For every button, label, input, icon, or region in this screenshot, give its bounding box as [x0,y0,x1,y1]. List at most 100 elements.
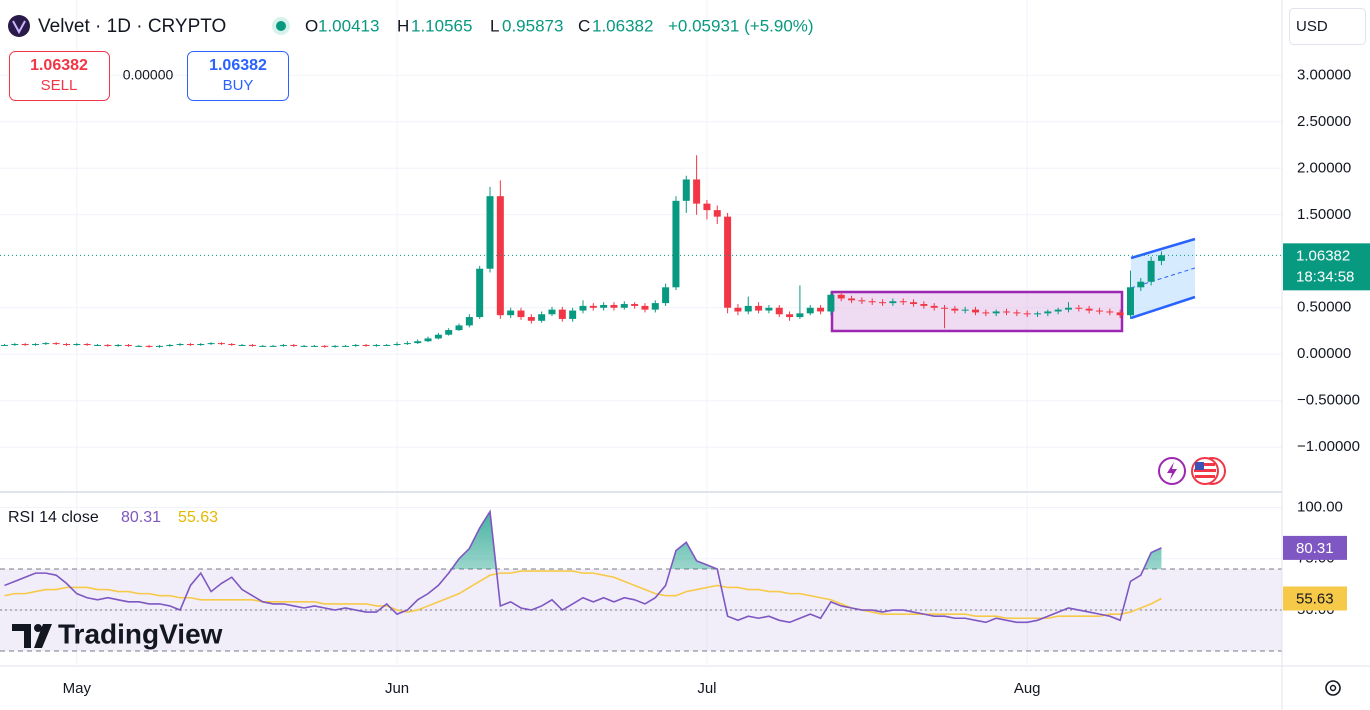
candle-body [310,345,318,347]
channel-bottom[interactable] [1130,295,1196,320]
symbol-logo-mark [12,20,26,35]
candle-body [300,345,308,347]
symbol-title[interactable]: Velvet · 1D · CRYPTO [38,16,226,37]
tv-logo [12,624,52,648]
x-tick-label: Jun [385,680,409,697]
candle-body [238,344,246,346]
candle-body [589,305,597,308]
ohlc-label: C [578,16,590,35]
y-tick-label: 2.00000 [1297,159,1351,176]
rsi-ma-line [4,570,1162,620]
candle-body [693,179,701,204]
sell-price: 1.06382 [30,57,88,74]
candle-body [1085,308,1093,311]
rsi-badge-label: 55.63 [1296,590,1334,607]
candle-body [631,304,639,306]
candle-body [672,200,680,288]
candle-body [42,343,50,345]
candle-body [124,344,132,346]
ohlc-label: L [490,16,499,35]
candle-body [992,311,1000,314]
candle-body [73,344,81,346]
candle-body [1054,309,1062,312]
candle-body [372,344,380,346]
x-tick-label: Aug [1014,680,1041,697]
candle-body [972,309,980,313]
candle-body [145,345,153,347]
candle-body [620,304,628,308]
candle-body [1044,311,1052,314]
candle-body [476,268,484,318]
logo-text: TradingView [58,618,223,649]
candle-body [290,344,298,346]
currency[interactable]: USD [1296,18,1328,35]
y-tick-label: 3.00000 [1297,66,1351,83]
candle-body [465,317,473,326]
candle-body [176,344,184,346]
candle-body [197,344,205,346]
candle-body [765,307,773,311]
candle-body [538,314,546,321]
buy-price: 1.06382 [209,57,267,74]
candle-body [982,312,990,314]
candle-body [796,313,804,318]
candle-body [662,287,670,304]
candle-body [1034,313,1041,315]
candle-body [734,307,742,312]
candle-body [228,344,236,346]
buy-button[interactable] [187,51,289,101]
candle-body [1023,313,1031,315]
x-tick-label: May [63,680,92,697]
candle-body [910,302,918,305]
countdown: 18:34:58 [1296,268,1354,285]
candle-body [331,345,339,347]
candle-body [817,307,825,312]
candle-body [558,309,566,319]
channel-top[interactable] [1130,237,1196,260]
candle-body [1126,287,1134,316]
candle-body [682,179,690,201]
candle-body [569,310,577,319]
candle-body [651,303,659,310]
candle-body [321,345,329,347]
candle-body [1137,281,1145,288]
event-icon-bolt [1167,462,1177,480]
candle-body [362,344,370,346]
candle-body [961,309,969,311]
candle-body [713,210,721,217]
candle-body [414,341,422,344]
candle-body [393,344,401,346]
candle-body [341,345,349,347]
sell-button[interactable] [9,51,110,101]
candle-body [352,344,360,346]
grid [0,0,1282,665]
candles [0,155,1282,348]
candle-body [83,344,91,346]
candle-body [827,294,835,312]
candle-body [31,344,39,346]
candle-body [1,344,8,346]
candle-body [455,325,463,331]
candle-body [930,305,938,308]
candle-body [724,216,732,308]
buy-label: BUY [223,77,254,94]
status-dot [276,21,286,31]
candle-body [424,338,432,342]
candle-body [11,344,19,346]
candle-body [1106,311,1114,313]
currency-button[interactable] [1289,8,1366,45]
last-price-label: 1.06382 [1296,247,1350,264]
candle-body [1075,307,1083,309]
y-tick-label: −1.00000 [1297,438,1360,455]
y-tick-label: 0.50000 [1297,299,1351,316]
rsi-pane [0,509,1282,652]
candle-body [548,309,556,315]
candle-body [259,345,267,347]
y-tick-label: −0.50000 [1297,392,1360,409]
spread: 0.00000 [123,67,174,83]
candle-body [848,298,856,301]
settings-icon[interactable] [1325,680,1341,696]
candle-body [114,344,122,346]
candle-body [1095,310,1103,312]
symbol-logo [8,15,30,37]
